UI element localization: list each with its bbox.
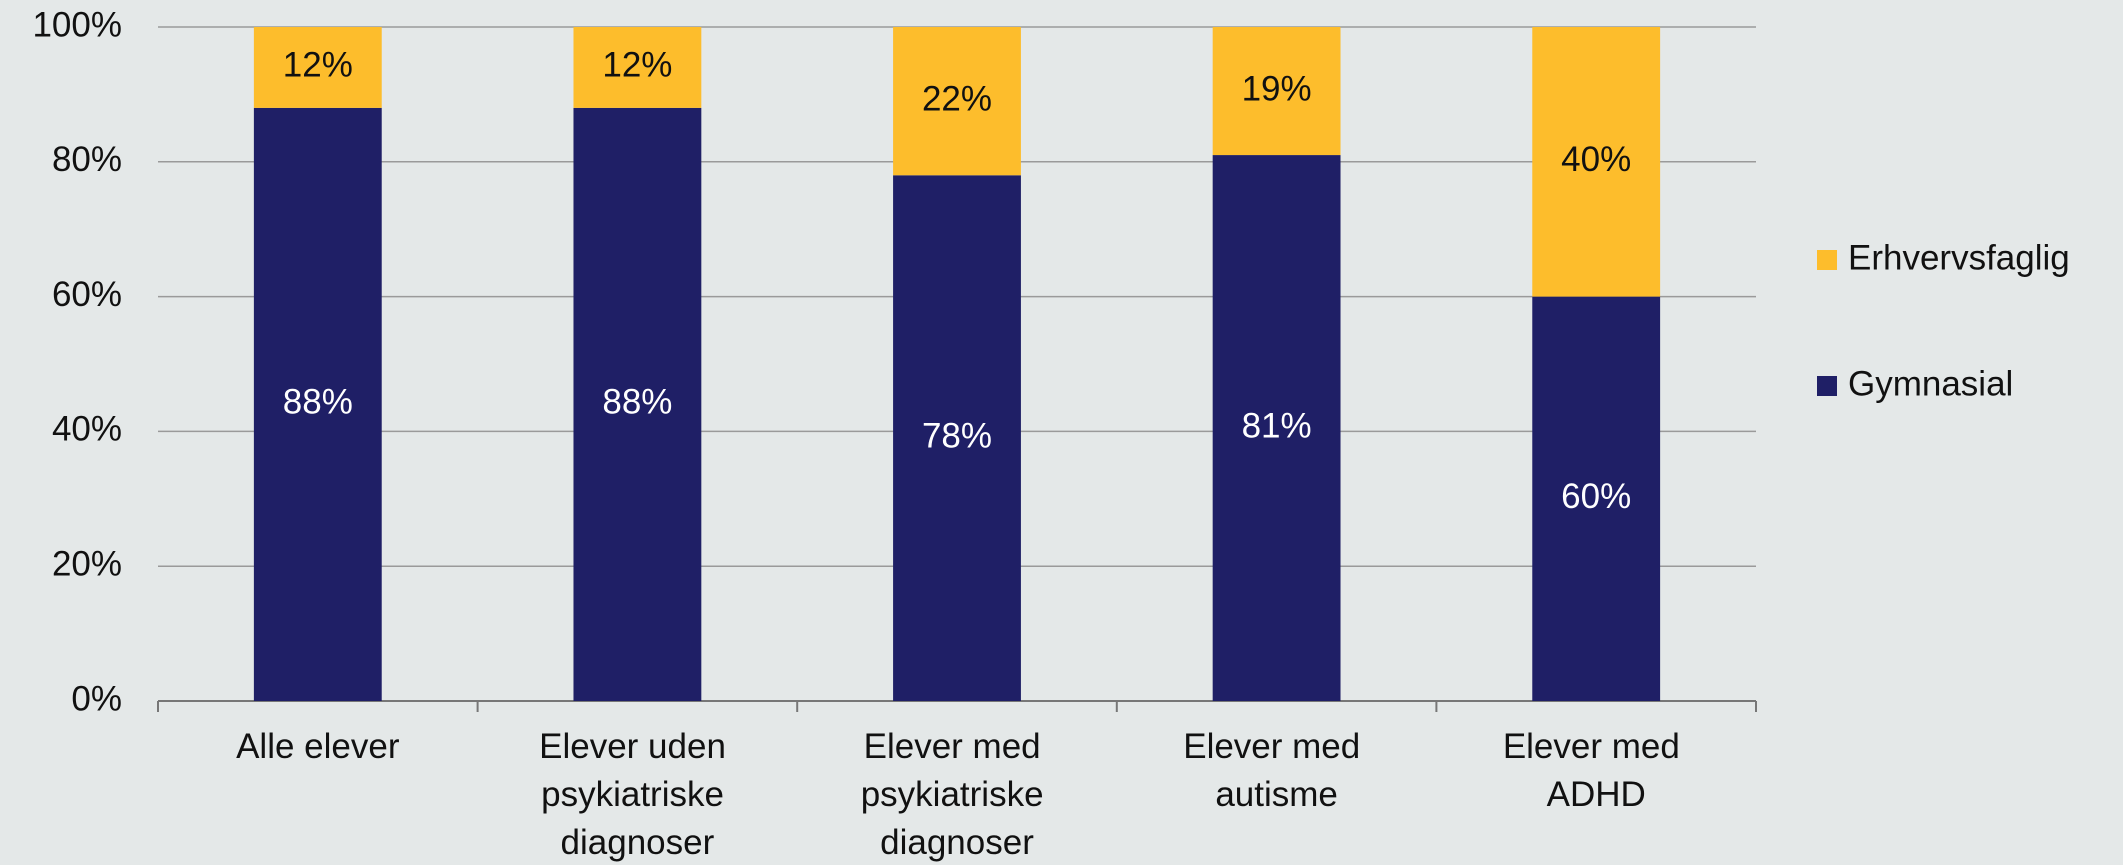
data-label: 12% [283, 46, 353, 85]
bar-segment [253, 107, 382, 701]
data-label: 22% [922, 79, 992, 118]
legend-label: Erhvervsfaglig [1848, 238, 2070, 277]
x-tick-label-line: Elever med [1183, 727, 1370, 766]
y-tick-label: 0% [71, 679, 122, 718]
x-tick-label-line: Elever med [864, 727, 1051, 766]
bar-segment [1532, 296, 1661, 701]
bar-segment [1532, 27, 1661, 297]
data-label: 12% [602, 46, 672, 85]
x-tick-label-line: Elever uden [539, 727, 736, 766]
x-tick-label-line: Alle elever [236, 727, 400, 766]
x-tick-label-line: autisme [1215, 775, 1338, 814]
legend-swatch [1817, 376, 1837, 396]
x-tick-label-line: diagnoser [880, 823, 1034, 862]
x-tick-label-line: diagnoser [561, 823, 715, 862]
data-label: 78% [922, 416, 992, 455]
x-tick-label: Elever med ADHD [1503, 727, 1690, 814]
legend-label: Gymnasial [1848, 364, 2013, 403]
bar-segment [573, 107, 702, 701]
x-tick-label: Elever med autisme [1183, 727, 1370, 814]
y-tick-label: 40% [52, 410, 122, 449]
y-tick-label: 20% [52, 544, 122, 583]
legend-swatch [1817, 250, 1837, 270]
x-tick-label-line: Elever med [1503, 727, 1690, 766]
x-tick-label-line: psykiatriske [861, 775, 1054, 814]
bar-segment [1212, 155, 1341, 701]
y-tick-label: 100% [32, 5, 122, 44]
bar-segment [573, 27, 702, 108]
bar-segment [253, 27, 382, 108]
data-label: 19% [1242, 69, 1312, 108]
data-label: 81% [1242, 406, 1312, 445]
data-label: 60% [1561, 477, 1631, 516]
y-tick-label: 80% [52, 140, 122, 179]
data-label: 88% [283, 383, 353, 422]
data-label: 88% [602, 383, 672, 422]
bar-segment [893, 175, 1021, 701]
y-tick-label: 60% [52, 275, 122, 314]
x-tick-label-line: psykiatriske [541, 775, 734, 814]
x-tick-label: Elever med psykiatriske diagnoser [861, 727, 1054, 862]
data-label: 40% [1561, 140, 1631, 179]
x-tick-label-line: ADHD [1547, 775, 1646, 814]
x-tick-label: Elever uden psykiatriske diagnoser [539, 727, 736, 862]
bar-segment [1212, 27, 1341, 156]
bar-segment [893, 27, 1021, 176]
x-tick-label: Alle elever [236, 727, 400, 766]
